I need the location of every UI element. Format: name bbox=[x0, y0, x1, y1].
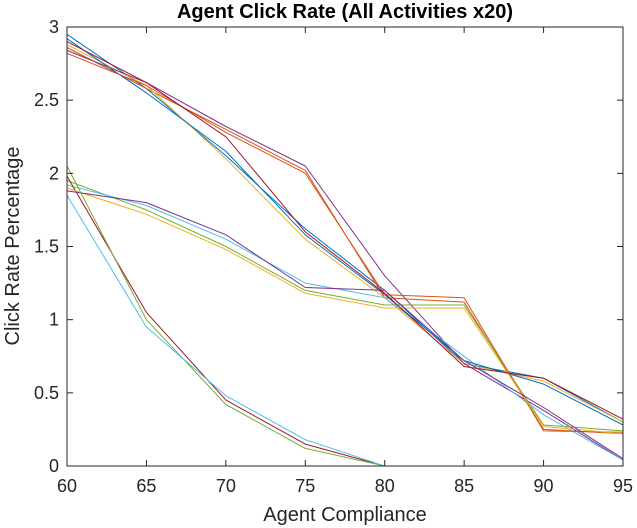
y-tick-label: 3 bbox=[49, 17, 59, 37]
y-tick-label: 2.5 bbox=[34, 90, 59, 110]
x-tick-label: 85 bbox=[454, 476, 474, 496]
x-tick-label: 70 bbox=[216, 476, 236, 496]
plot-area bbox=[67, 27, 623, 466]
x-tick-label: 80 bbox=[375, 476, 395, 496]
y-axis-label: Click Rate Percentage bbox=[2, 147, 24, 346]
y-tick-label: 1.5 bbox=[34, 237, 59, 257]
y-tick-label: 0 bbox=[49, 456, 59, 476]
y-tick-label: 0.5 bbox=[34, 383, 59, 403]
series-line-10 bbox=[66, 187, 624, 435]
series-line-9 bbox=[66, 52, 624, 433]
series-line-11 bbox=[66, 190, 624, 460]
tick-layer: 60 65 70 75 80 85 90 95 0 0.5 1 1.5 2 2.5 3 bbox=[34, 17, 633, 496]
x-tick-label: 90 bbox=[534, 476, 554, 496]
series-line-6 bbox=[66, 184, 624, 461]
y-tick-label: 1 bbox=[49, 310, 59, 330]
chart-title: Agent Click Rate (All Activities x20) bbox=[177, 1, 513, 23]
series-line-8 bbox=[66, 38, 624, 426]
series-line-14 bbox=[66, 41, 624, 420]
x-tick-label: 95 bbox=[613, 476, 633, 496]
x-tick-label: 75 bbox=[295, 476, 315, 496]
series-line-3 bbox=[66, 44, 624, 423]
y-tick-label: 2 bbox=[49, 163, 59, 183]
x-tick-label: 65 bbox=[136, 476, 156, 496]
x-axis-label: Agent Compliance bbox=[263, 504, 426, 526]
series-line-4 bbox=[66, 49, 624, 461]
x-tick-label: 60 bbox=[57, 476, 77, 496]
